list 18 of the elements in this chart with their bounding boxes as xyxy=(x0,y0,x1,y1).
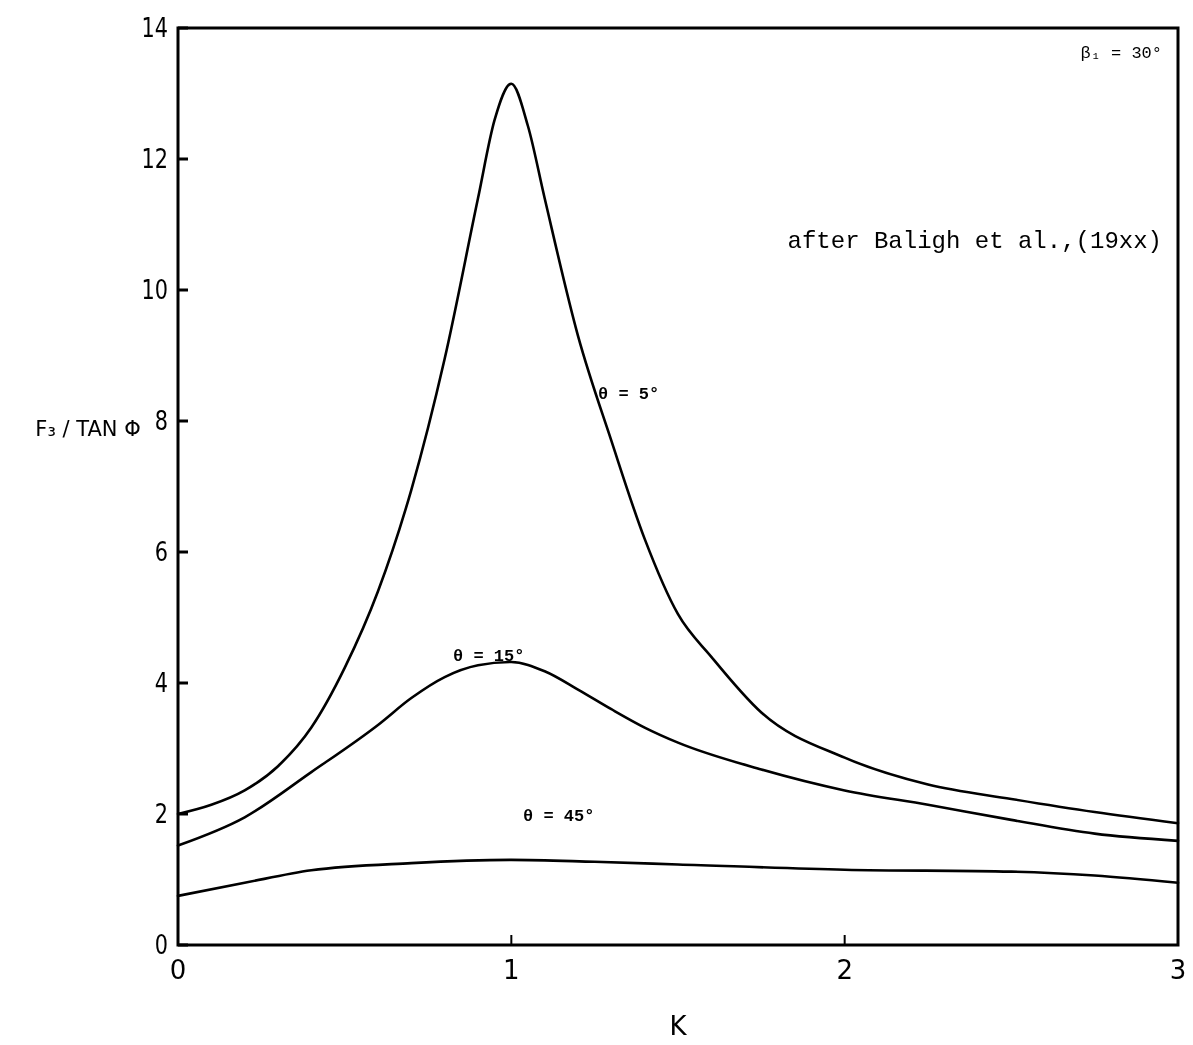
y-tick-label: 8 xyxy=(154,405,168,437)
x-tick-label: 1 xyxy=(503,955,520,985)
annotation: after Baligh et al.,(19xx) xyxy=(787,228,1162,255)
y-tick-label: 14 xyxy=(141,12,168,44)
y-tick-label: 2 xyxy=(154,798,168,830)
y-tick-label: 4 xyxy=(154,667,168,699)
series-label: θ = 15° xyxy=(453,646,525,666)
x-tick-label: 2 xyxy=(836,955,853,985)
series-label: θ = 45° xyxy=(523,807,595,827)
y-tick-label: 0 xyxy=(154,929,168,961)
y-axis-title: F₃ / TAN Φ xyxy=(35,417,141,442)
y-tick-label: 10 xyxy=(141,274,168,306)
x-tick-label: 3 xyxy=(1169,955,1187,985)
x-axis-title: K xyxy=(669,1011,688,1041)
y-tick-label: 12 xyxy=(141,143,168,175)
y-tick-label: 6 xyxy=(154,536,168,568)
series-label: θ = 5° xyxy=(598,385,660,405)
annotation: β₁ = 30° xyxy=(1080,44,1162,63)
